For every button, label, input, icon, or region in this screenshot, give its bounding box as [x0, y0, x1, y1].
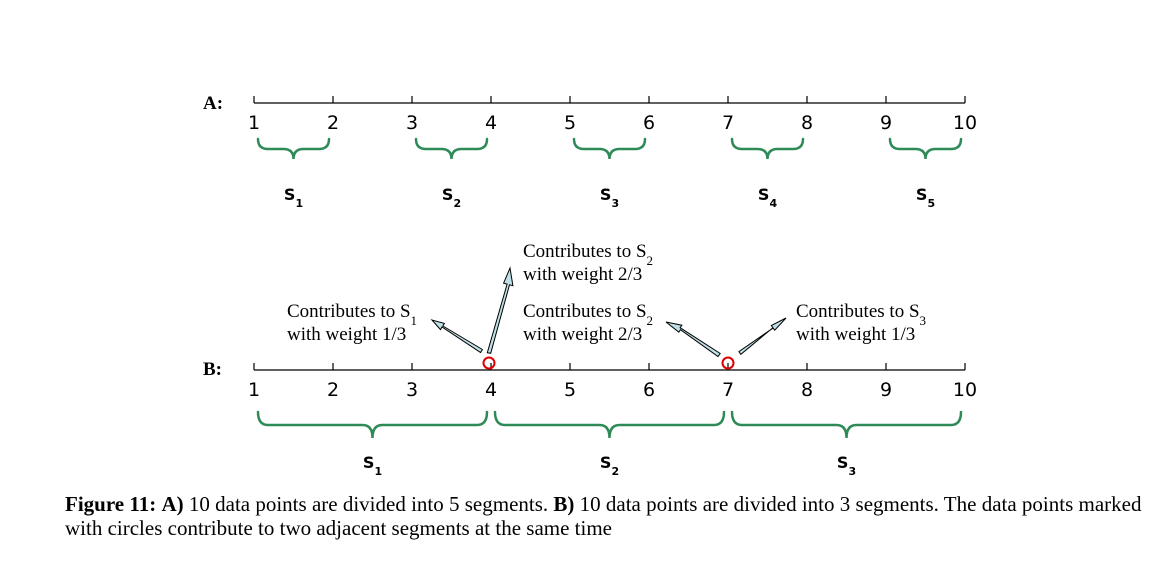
panel-b-tick-label: 3: [406, 379, 418, 401]
panel-a-tick-label: 6: [643, 112, 655, 134]
annotation-s3-weight: Contributes to S3 with weight 1/3: [796, 301, 926, 345]
panel-a-tick-label: 10: [953, 112, 977, 134]
segment-brace: [730, 137, 805, 160]
annotation-s1-weight: Contributes to S1 with weight 1/3: [287, 301, 417, 345]
panel-a-tick-label: 7: [722, 112, 734, 134]
annotation-weight: with weight 1/3: [796, 324, 915, 345]
arrows: [430, 266, 787, 358]
svg-text:Contributes to S1: Contributes to S1: [287, 301, 417, 328]
annotation-subscript: 3: [920, 313, 927, 328]
segment-brace: [493, 410, 726, 439]
panel-b-tick-label: 8: [801, 379, 813, 401]
panel-a-braces: [256, 137, 963, 160]
segment-brace: [256, 410, 489, 439]
annotation-line: Contributes to S: [796, 301, 920, 322]
panel-a-tick-label: 8: [801, 112, 813, 134]
shared-point-4-circle: [482, 356, 496, 370]
annotation-line: Contributes to S: [523, 301, 647, 322]
arrow-to-s1: [430, 319, 484, 354]
panel-b-tick-label: 10: [953, 379, 977, 401]
segment-brace: [888, 137, 963, 160]
panel-a-tick-label: 1: [248, 112, 260, 134]
panel-b-braces: [256, 410, 963, 439]
segment-label: S2: [442, 185, 461, 210]
segment-label: S5: [916, 185, 935, 210]
panel-a-tick-label: 5: [564, 112, 576, 134]
panel-b-tick-label: 9: [880, 379, 892, 401]
arrow-to-s2-lower: [665, 321, 721, 358]
panel-a-tick-label: 9: [880, 112, 892, 134]
panel-b-ticks: 1 2 3 4 5 6 7 8 9 10: [248, 363, 977, 401]
caption-part-b-label: B): [553, 492, 575, 516]
svg-text:Contributes to S3: Contributes to S3: [796, 301, 926, 328]
panel-a-tick-label: 2: [327, 112, 339, 134]
panel-b-label: B:: [203, 359, 222, 380]
segment-brace: [414, 137, 489, 160]
panel-b-segment-labels: S1 S2 S3: [363, 453, 856, 478]
arrow-to-s2-upper: [486, 266, 514, 354]
segment-label: S2: [600, 453, 619, 478]
caption-part-b-text: 10 data points are divided into 3 segmen…: [65, 492, 1142, 540]
segment-brace: [730, 410, 963, 439]
segment-brace: [256, 137, 331, 160]
panel-b: B: 1 2 3 4 5 6 7 8 9 10 S1 S2 S3 Contributes to S1 …: [203, 241, 977, 478]
panel-a-tick-label: 4: [485, 112, 497, 134]
arrow-to-s3: [738, 317, 787, 356]
panel-a-label: A:: [203, 93, 223, 114]
annotation-subscript: 2: [647, 253, 654, 268]
segment-label: S1: [284, 185, 303, 210]
annotation-subscript: 1: [411, 313, 418, 328]
segment-label: S1: [363, 453, 382, 478]
annotation-s2-weight-lower: Contributes to S2 with weight 2/3: [523, 301, 653, 345]
panel-b-tick-label: 5: [564, 379, 576, 401]
annotation-s2-weight-upper: Contributes to S2 with weight 2/3: [523, 241, 653, 285]
segment-label: S3: [837, 453, 856, 478]
svg-text:Contributes to S2: Contributes to S2: [523, 301, 653, 328]
panel-b-tick-label: 1: [248, 379, 260, 401]
panel-b-tick-label: 2: [327, 379, 339, 401]
panel-a-segment-labels: S1 S2 S3 S4 S5: [284, 185, 935, 210]
annotation-line: Contributes to S: [287, 301, 411, 322]
panel-b-tick-label: 7: [722, 379, 734, 401]
segment-label: S4: [758, 185, 778, 210]
caption-figure-label: Figure 11:: [65, 492, 157, 516]
panel-a: A: 1 2 3 4 5 6 7 8 9 10 S1 S2 S3 S4 S5: [203, 93, 977, 210]
segment-brace: [572, 137, 647, 160]
annotation-subscript: 2: [647, 313, 654, 328]
segment-label: S3: [600, 185, 619, 210]
annotation-weight: with weight 2/3: [523, 264, 642, 285]
figure-caption: Figure 11: A) 10 data points are divided…: [65, 492, 1145, 540]
svg-text:Contributes to S2: Contributes to S2: [523, 241, 653, 268]
annotation-weight: with weight 1/3: [287, 324, 406, 345]
panel-a-tick-label: 3: [406, 112, 418, 134]
panel-b-tick-label: 6: [643, 379, 655, 401]
shared-point-7-circle: [721, 356, 735, 370]
caption-part-a-text: 10 data points are divided into 5 segmen…: [183, 492, 554, 516]
annotation-weight: with weight 2/3: [523, 324, 642, 345]
panel-a-ticks: 1 2 3 4 5 6 7 8 9 10: [248, 96, 977, 134]
panel-b-tick-label: 4: [485, 379, 497, 401]
annotation-line: Contributes to S: [523, 241, 647, 262]
caption-part-a-label: A): [161, 492, 184, 516]
